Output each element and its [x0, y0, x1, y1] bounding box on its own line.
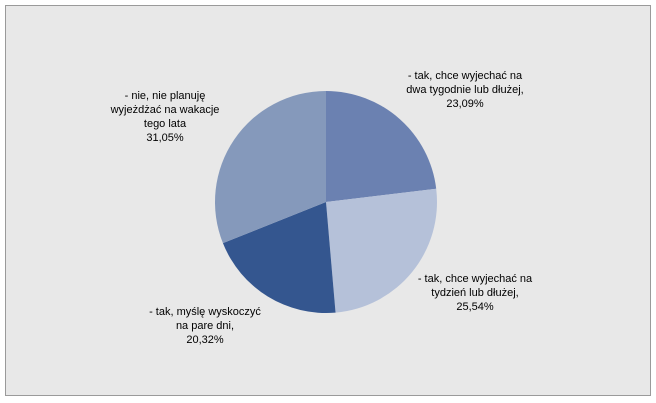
category-label: - tak, chce wyjechać na tydzień lub dłuż…	[417, 273, 533, 299]
value-label: 31,05%	[146, 132, 184, 144]
value-label: 20,32%	[186, 334, 224, 346]
slice-label: - tak, chce wyjechać na tydzień lub dłuż…	[410, 272, 540, 314]
pie-slice	[222, 202, 336, 314]
value-label: 25,54%	[456, 301, 494, 313]
slice-label: - nie, nie planuję wyjeżdżać na wakacje …	[106, 89, 224, 145]
pie-slice	[326, 91, 437, 202]
slice-label: - tak, chce wyjechać na dwa tygodnie lub…	[400, 69, 530, 111]
pie-slice	[214, 91, 326, 244]
slice-label: - tak, myślę wyskoczyć na pare dni, 20,32…	[145, 305, 265, 347]
value-label: 23,09%	[446, 98, 484, 110]
category-label: - tak, myślę wyskoczyć na pare dni,	[149, 306, 261, 332]
pie-slice	[326, 188, 437, 313]
category-label: - nie, nie planuję wyjeżdżać na wakacje …	[110, 90, 220, 130]
category-label: - tak, chce wyjechać na dwa tygodnie lub…	[406, 70, 524, 96]
